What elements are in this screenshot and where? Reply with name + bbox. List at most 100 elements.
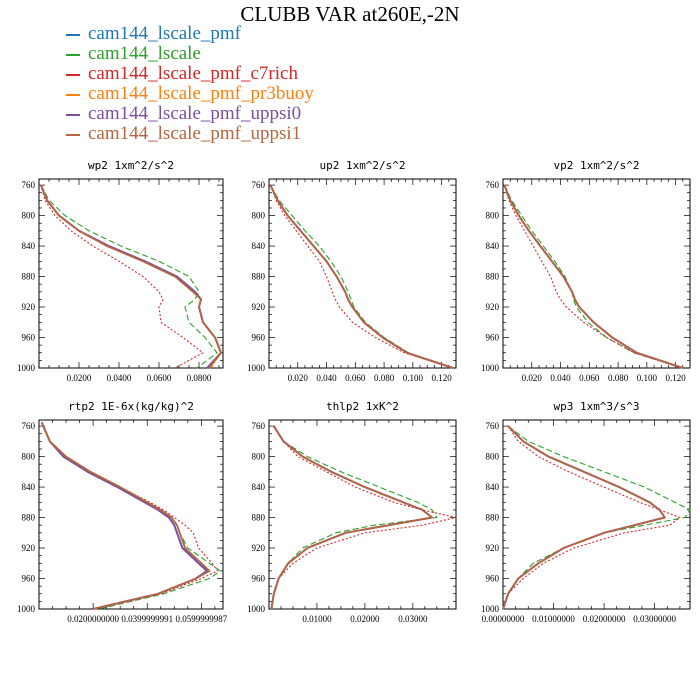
legend-label: cam144_lscale: [88, 43, 201, 64]
y-tick-label: 1000: [481, 604, 500, 614]
y-tick-label: 920: [252, 543, 266, 553]
series-line-5: [40, 184, 222, 369]
chart-panel: thlp2 1xK^2 760 800 840 880 920 960 1000 0.01000…: [247, 400, 457, 624]
y-tick-label: 920: [22, 543, 36, 553]
x-tick-label: 0.060: [579, 373, 600, 383]
x-tick-label: 0.01000000: [532, 614, 575, 624]
chart-title: vp2 1xm^2/s^2: [553, 159, 639, 172]
y-tick-label: 840: [252, 241, 266, 251]
x-tick-label: 0.0600: [147, 373, 172, 383]
series-line-6: [270, 425, 433, 610]
x-tick-label: 0.040: [316, 373, 337, 383]
y-tick-label: 840: [486, 482, 500, 492]
legend-label: cam144_lscale_pmf: [88, 23, 242, 44]
plot-frame: [268, 419, 457, 610]
series-line-4: [503, 184, 683, 369]
y-tick-label: 760: [252, 180, 266, 190]
series-line-2: [503, 184, 683, 369]
y-tick-label: 880: [22, 272, 36, 282]
series-line-6: [269, 184, 454, 369]
series-line-1: [502, 425, 666, 610]
series-line-5: [269, 184, 454, 369]
y-tick-label: 800: [486, 452, 500, 462]
y-tick-label: 1000: [247, 604, 266, 614]
x-tick-label: 0.0200000000: [67, 614, 119, 624]
legend-swatch: [66, 133, 80, 136]
x-tick-label: 0.03000000: [633, 614, 676, 624]
chart-panel: vp2 1xm^2/s^2 760 800 840 880 920 960 1000 0.020…: [481, 159, 691, 383]
series-line-6: [502, 425, 666, 610]
y-tick-label: 1000: [481, 363, 500, 373]
series-line-2: [269, 184, 454, 369]
series-line-5: [40, 421, 208, 610]
y-tick-label: 960: [252, 574, 266, 584]
chart-panel: wp2 1xm^2/s^2 760 800 840 880 920 960 1000 0.020…: [17, 159, 224, 383]
chart-panel: up2 1xm^2/s^2 760 800 840 880 920 960 1000 0.020…: [247, 159, 457, 383]
y-tick-label: 880: [486, 513, 500, 523]
series-line-2: [502, 425, 691, 610]
legend-swatch: [66, 53, 80, 56]
y-tick-label: 1000: [247, 363, 266, 373]
y-tick-label: 1000: [17, 363, 36, 373]
series-line-3: [270, 425, 457, 610]
y-tick-label: 840: [486, 241, 500, 251]
legend-item: cam144_lscale_pmf: [66, 24, 314, 44]
legend-swatch: [66, 113, 80, 116]
chart-title: thlp2 1xK^2: [326, 400, 399, 413]
series-line-4: [41, 422, 211, 610]
y-tick-label: 880: [252, 272, 266, 282]
x-tick-label: 0.100: [637, 373, 658, 383]
series-line-1: [41, 422, 211, 610]
legend-item: cam144_lscale: [66, 44, 314, 64]
x-tick-label: 0.080: [608, 373, 629, 383]
legend-item: cam144_lscale_pmf_uppsi0: [66, 104, 314, 124]
x-tick-label: 0.020: [522, 373, 543, 383]
x-tick-label: 0.0400: [107, 373, 132, 383]
chart-panel: rtp2 1E-6x(kg/kg)^2 760 800 840 880 920 960 100…: [17, 400, 228, 624]
legend: cam144_lscale_pmf cam144_lscale cam144_lsc…: [66, 24, 314, 144]
y-tick-label: 880: [22, 513, 36, 523]
series-line-5: [502, 425, 666, 610]
legend-label: cam144_lscale_pmf_uppsi0: [88, 103, 302, 124]
series-line-3: [40, 184, 204, 369]
x-tick-label: 0.060: [345, 373, 366, 383]
x-tick-label: 0.00000000: [482, 614, 525, 624]
x-tick-label: 0.02000: [350, 614, 380, 624]
plot-frame: [502, 419, 691, 610]
y-tick-label: 840: [252, 482, 266, 492]
x-tick-label: 0.01000: [302, 614, 332, 624]
series-line-1: [270, 425, 433, 610]
plot-frame: [38, 178, 224, 369]
y-tick-label: 840: [22, 241, 36, 251]
series-line-4: [269, 184, 454, 369]
y-tick-label: 800: [486, 211, 500, 221]
chart-title: wp3 1xm^3/s^3: [553, 400, 639, 413]
x-tick-label: 0.100: [403, 373, 424, 383]
legend-item: cam144_lscale_pmf_uppsi1: [66, 124, 314, 144]
chart-title: up2 1xm^2/s^2: [319, 159, 405, 172]
series-line-4: [502, 425, 666, 610]
x-tick-label: 0.0399999991: [121, 614, 173, 624]
legend-swatch: [66, 73, 80, 76]
series-line-2: [40, 184, 218, 369]
y-tick-label: 800: [252, 452, 266, 462]
series-line-6: [503, 184, 684, 369]
series-line-5: [503, 184, 684, 369]
series-line-3: [503, 184, 683, 369]
legend-label: cam144_lscale_pmf_uppsi1: [88, 123, 302, 144]
legend-swatch: [66, 33, 80, 36]
series-line-2: [270, 425, 438, 610]
series-line-5: [270, 425, 433, 610]
legend-swatch: [66, 93, 80, 96]
chart-panel: wp3 1xm^3/s^3 760 800 840 880 920 960 10000.000…: [481, 400, 691, 624]
x-tick-label: 0.0200: [67, 373, 92, 383]
series-line-1: [269, 184, 454, 369]
y-tick-label: 760: [486, 421, 500, 431]
x-tick-label: 0.080: [374, 373, 395, 383]
y-tick-label: 760: [22, 421, 36, 431]
y-tick-label: 800: [22, 452, 36, 462]
x-tick-label: 0.120: [431, 373, 452, 383]
series-line-3: [502, 425, 681, 610]
series-line-6: [40, 184, 222, 369]
